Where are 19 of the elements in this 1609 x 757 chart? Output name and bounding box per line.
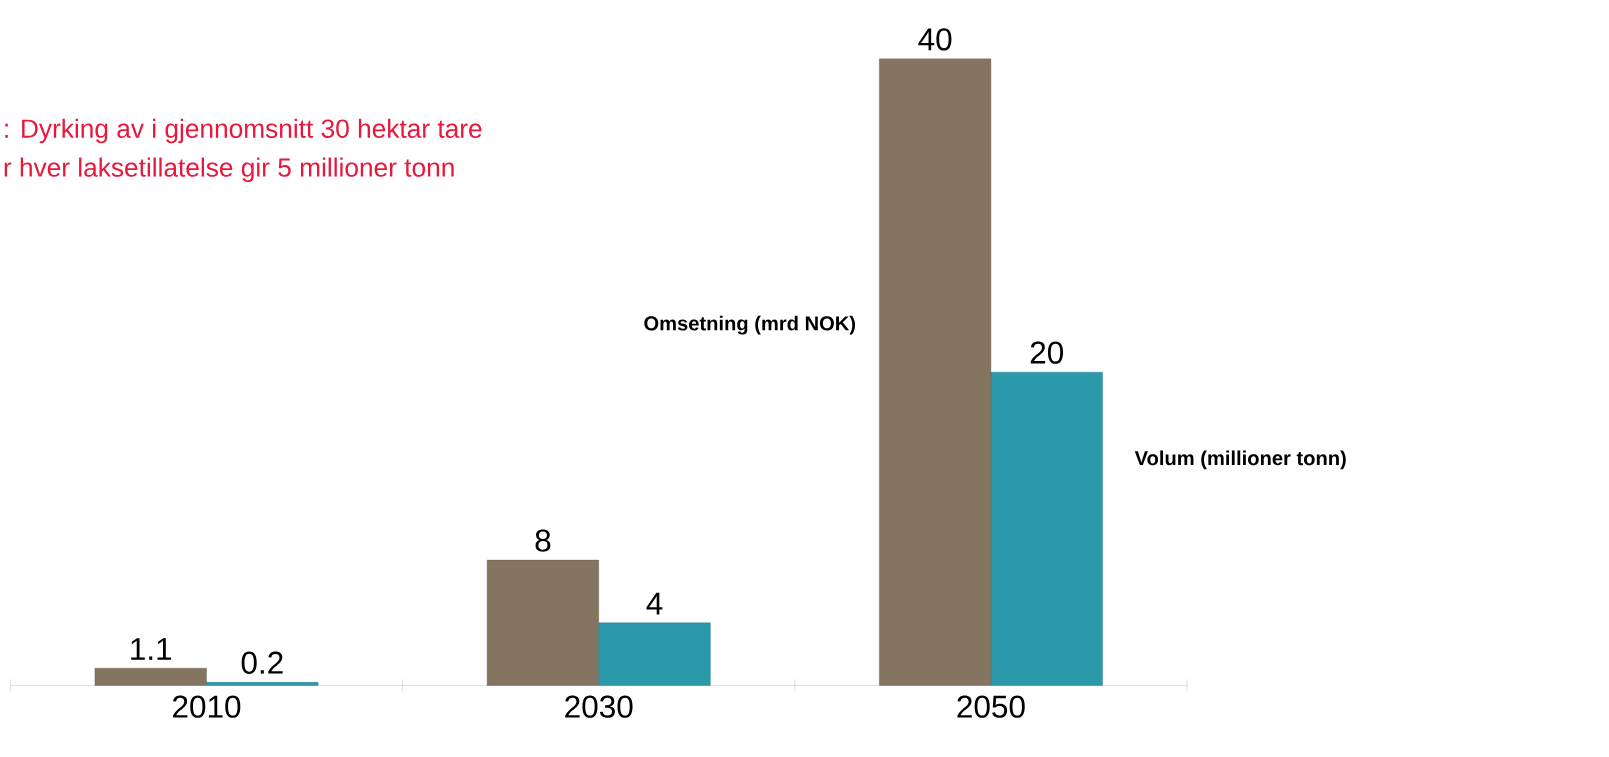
- series-label: Volum (millioner tonn): [1134, 450, 1346, 469]
- annotation: r hver laksetillatelse gir 5 millioner tonn: [4, 157, 454, 182]
- data-label: 8: [535, 529, 551, 552]
- x-tick-label: 2010: [173, 695, 241, 718]
- bar: [486, 559, 599, 686]
- x-tick-label: 2030: [565, 695, 633, 718]
- data-label: 20: [1030, 341, 1064, 364]
- bar: [94, 667, 207, 686]
- data-label: 4: [646, 592, 663, 615]
- series-label: Omsetning (mrd NOK): [644, 315, 856, 335]
- annotation: : Dyrking av i gjennomsnitt 30 hektar tare: [5, 118, 482, 143]
- x-tick-label: 2050: [957, 695, 1025, 718]
- data-label: 0.2: [241, 651, 283, 674]
- bar: [879, 58, 992, 686]
- bar: [990, 371, 1103, 686]
- bar: [206, 681, 319, 686]
- data-label: 1.1: [131, 637, 172, 660]
- data-label: 40: [918, 27, 952, 51]
- bar: [598, 622, 711, 686]
